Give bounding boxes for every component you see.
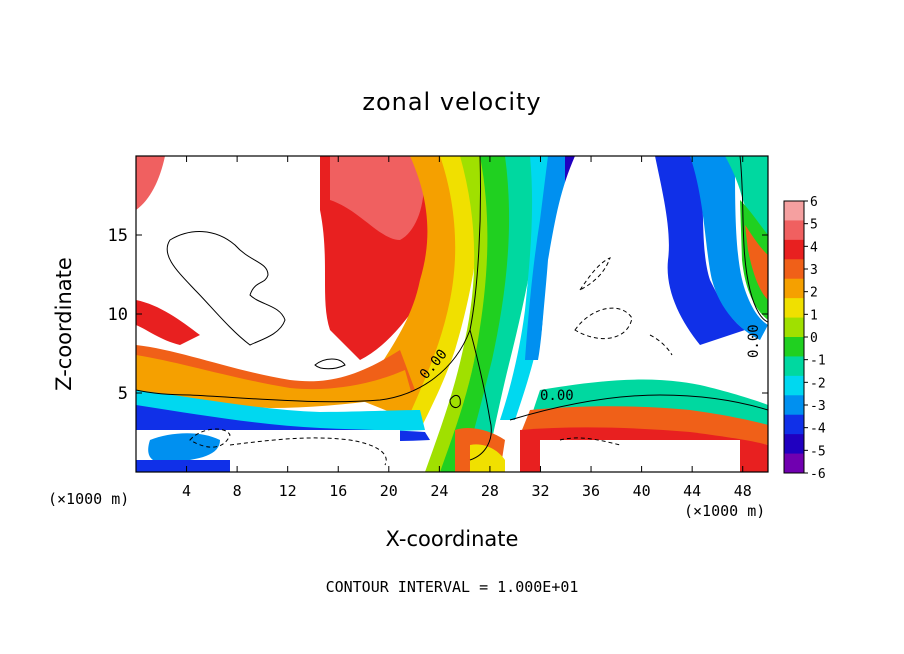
contour-label-2: 0.00 <box>746 324 762 358</box>
field-region-12 <box>540 156 694 375</box>
field-region-30 <box>470 444 505 472</box>
colorbar-label-0: 6 <box>810 195 818 210</box>
field-region-15 <box>725 156 768 240</box>
velocity-field <box>136 156 768 472</box>
field-region-24 <box>136 460 230 472</box>
field-region-3 <box>136 156 165 210</box>
colorbar-swatch-5 <box>784 298 804 319</box>
colorbar-label-8: -2 <box>810 376 826 391</box>
colorbar: 6 5 4 3 2 1 0 -1 -2 -3 -4 -5 -6 <box>783 195 826 482</box>
field-region-13 <box>655 156 745 345</box>
field-region-17 <box>745 225 768 300</box>
x-tick-label-4: 20 <box>380 482 398 500</box>
contour-dashed-2 <box>649 334 673 356</box>
contour-solid-2 <box>509 394 768 421</box>
field-region-7 <box>440 156 520 472</box>
field-region-14 <box>690 156 768 340</box>
contour-dashed-3 <box>189 428 231 448</box>
x-tick-label-3: 16 <box>329 482 347 500</box>
colorbar-label-9: -3 <box>810 399 826 414</box>
field-region-26 <box>520 406 768 445</box>
x-tick-label-2: 12 <box>279 482 297 500</box>
colorbar-label-1: 5 <box>810 218 818 233</box>
colorbar-label-4: 2 <box>810 286 818 301</box>
field-region-8 <box>462 156 545 472</box>
x-ticks: 4 8 12 16 20 24 28 32 36 40 44 48 <box>182 156 752 500</box>
colorbar-label-11: -5 <box>810 444 826 459</box>
x-tick-label-8: 36 <box>582 482 600 500</box>
contour-interval-note: CONTOUR INTERVAL = 1.000E+01 <box>325 578 579 596</box>
colorbar-label-7: -1 <box>810 354 826 369</box>
colorbar-swatch-11 <box>784 414 804 435</box>
colorbar-swatch-6 <box>784 317 804 338</box>
field-region-5 <box>405 156 481 430</box>
contour-solid-0 <box>136 156 481 403</box>
colorbar-label-10: -4 <box>810 422 826 437</box>
colorbar-swatch-13 <box>784 453 804 474</box>
y-tick-label-1: 10 <box>108 305 128 325</box>
contour-solid-6 <box>449 394 461 408</box>
contour-solid-3 <box>739 156 768 323</box>
colorbar-swatch-10 <box>784 395 804 416</box>
colorbar-swatch-2 <box>784 239 804 260</box>
x-tick-label-11: 48 <box>734 482 752 500</box>
x-units-right: (×1000 m) <box>684 502 766 520</box>
field-region-23 <box>148 433 220 463</box>
colorbar-label-12: -6 <box>810 467 826 482</box>
colorbar-swatch-3 <box>784 259 804 280</box>
field-region-31 <box>136 300 200 345</box>
contour-dashed-1 <box>574 307 633 339</box>
x-tick-label-1: 8 <box>233 482 242 500</box>
colorbar-label-6: 0 <box>810 331 818 346</box>
y-tick-label-0: 5 <box>118 384 128 404</box>
colorbar-label-5: 1 <box>810 308 818 323</box>
chart-title: zonal velocity <box>362 88 542 116</box>
colorbar-swatch-7 <box>784 337 804 357</box>
y-tick-label-2: 15 <box>108 226 128 246</box>
x-units-left: (×1000 m) <box>48 490 130 508</box>
colorbar-swatch-12 <box>784 434 804 455</box>
field-region-28 <box>540 440 740 472</box>
colorbar-swatch-8 <box>784 356 804 377</box>
field-region-6 <box>425 156 495 472</box>
colorbar-label-2: 4 <box>810 240 818 255</box>
colorbar-label-3: 3 <box>810 263 818 278</box>
contour-dashed-5 <box>559 437 621 446</box>
colorbar-swatch-1 <box>784 220 804 241</box>
x-tick-label-7: 32 <box>531 482 549 500</box>
x-tick-label-9: 40 <box>633 482 651 500</box>
field-region-4 <box>360 156 470 420</box>
field-region-2 <box>330 156 424 240</box>
contour-lines <box>136 156 768 466</box>
contour-solid-5 <box>314 358 346 370</box>
x-tick-label-0: 4 <box>182 482 191 500</box>
contour-dashed-4 <box>229 437 387 466</box>
colorbar-swatch-4 <box>784 278 804 299</box>
field-region-19 <box>136 355 412 408</box>
x-tick-label-6: 28 <box>481 482 499 500</box>
x-tick-label-10: 44 <box>683 482 701 500</box>
colorbar-swatch-0 <box>784 201 804 221</box>
contour-dashed-0 <box>579 257 611 291</box>
y-ticks: 5 10 15 <box>108 226 768 404</box>
x-tick-label-5: 24 <box>430 482 448 500</box>
contour-label-1: 0.00 <box>540 388 574 404</box>
field-region-0 <box>136 156 330 300</box>
x-axis-label: X-coordinate <box>385 527 519 551</box>
colorbar-swatch-9 <box>784 375 804 396</box>
contour-solid-1 <box>469 329 492 461</box>
contour-solid-4 <box>166 231 286 346</box>
